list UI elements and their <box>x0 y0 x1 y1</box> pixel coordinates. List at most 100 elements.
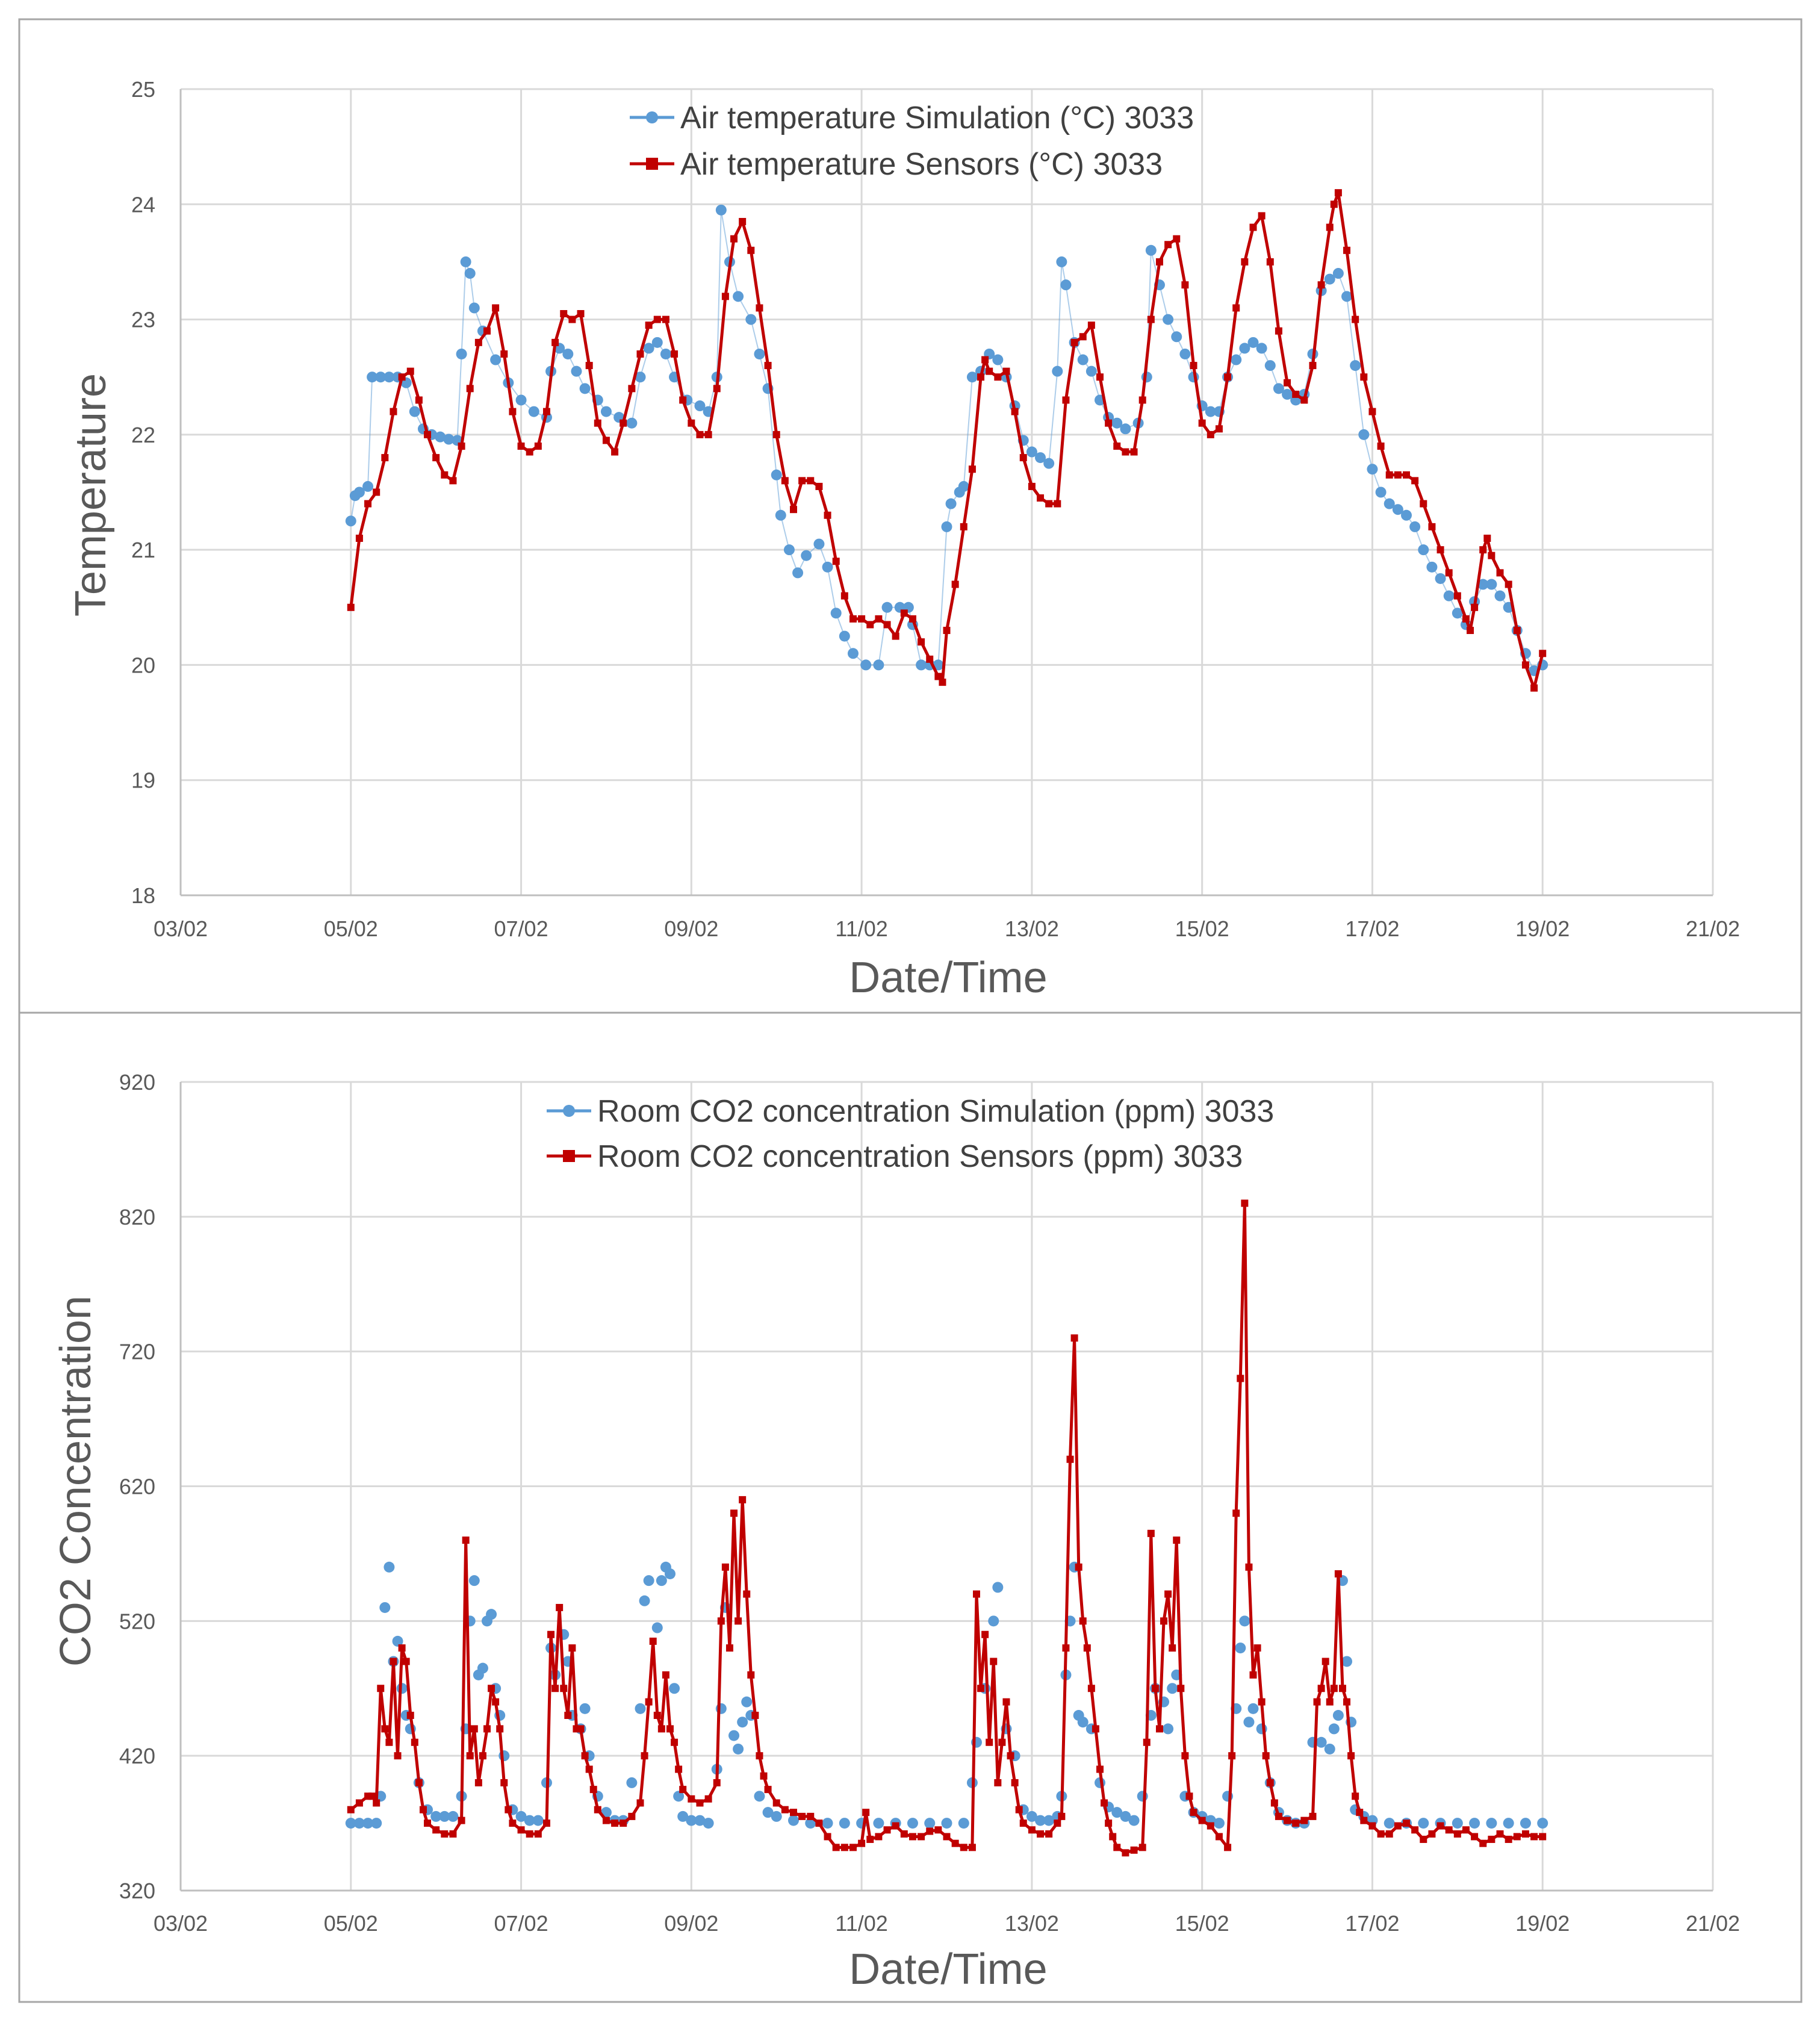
co2-data-point <box>1235 1642 1246 1654</box>
temperature-data-point <box>542 408 550 415</box>
co2-data-point <box>941 1818 952 1829</box>
co2-data-point <box>790 1809 797 1816</box>
temperature-data-point <box>1232 304 1240 312</box>
co2-data-point <box>534 1830 542 1838</box>
temperature-data-point <box>1341 291 1353 302</box>
temperature-data-point <box>1054 500 1061 508</box>
co2-data-point <box>1207 1822 1214 1830</box>
co2-data-point <box>1111 1807 1123 1818</box>
temperature-x-tick-label: 17/02 <box>1345 916 1399 941</box>
temperature-data-point <box>771 469 782 480</box>
temperature-data-point <box>660 348 671 359</box>
temperature-data-point <box>775 509 786 521</box>
co2-data-point <box>960 1844 967 1851</box>
co2-data-point <box>585 1765 593 1773</box>
co2-x-tick-label: 21/02 <box>1686 1911 1740 1936</box>
temperature-chart-frame <box>18 18 1803 1014</box>
temperature-data-point <box>636 350 644 358</box>
co2-data-point <box>1215 1833 1223 1841</box>
temperature-data-point <box>679 396 687 404</box>
co2-data-point <box>1315 1736 1327 1748</box>
co2-data-point <box>1015 1806 1023 1813</box>
co2-x-axis-label: Date/Time <box>849 1945 1047 1994</box>
temperature-x-tick-label: 13/02 <box>1005 916 1059 941</box>
co2-data-point <box>686 1815 697 1826</box>
co2-data-point <box>1245 1563 1253 1571</box>
legend-co2-simulation-marker <box>563 1105 575 1117</box>
co2-data-point <box>406 1712 414 1720</box>
temperature-axes <box>179 89 1713 897</box>
temperature-data-point <box>1360 373 1368 381</box>
co2-data-point <box>1007 1752 1014 1760</box>
co2-x-tick-labels: 03/02 05/02 07/02 09/02 11/02 13/02 15/02 17/02… <box>154 1911 1740 1936</box>
temperature-legend: Air temperature Simulation (°C) 3033 Air… <box>630 101 1194 182</box>
co2-data-point <box>822 1818 833 1829</box>
temperature-data-point <box>1035 452 1046 464</box>
temperature-data-point <box>1443 590 1455 601</box>
temperature-data-point <box>424 430 432 438</box>
co2-data-point <box>694 1815 706 1826</box>
co2-data-point <box>1019 1820 1027 1827</box>
temperature-data-point <box>792 567 804 579</box>
co2-data-point <box>1054 1820 1061 1827</box>
co2-data-point <box>1035 1815 1046 1826</box>
co2-data-point <box>1356 1809 1364 1816</box>
co2-y-tick-label: 420 <box>119 1744 155 1768</box>
co2-data-point <box>1343 1698 1351 1706</box>
co2-data-point <box>924 1818 936 1829</box>
temperature-data-point <box>1521 661 1529 669</box>
temperature-data-point <box>1079 333 1087 341</box>
temperature-data-point <box>739 217 747 225</box>
temperature-data-point <box>1409 521 1421 532</box>
temperature-data-point <box>900 609 908 617</box>
co2-data-point <box>645 1698 653 1706</box>
temperature-data-point <box>918 638 925 646</box>
temperature-data-point <box>813 538 825 550</box>
co2-data-point <box>589 1786 597 1794</box>
co2-data-point <box>1486 1818 1497 1829</box>
temperature-data-point <box>1284 379 1291 387</box>
temperature-data-point <box>1477 579 1489 590</box>
co2-data-point <box>730 1509 738 1517</box>
legend-sensors-label: Air temperature Sensors (°C) 3033 <box>680 147 1163 182</box>
co2-x-tick-label: 13/02 <box>1005 1911 1059 1936</box>
temperature-data-point <box>1467 627 1474 635</box>
temperature-data-point <box>1002 367 1010 375</box>
temperature-data-point <box>783 544 795 556</box>
temperature-data-point <box>1471 603 1479 611</box>
temperature-y-tick-label: 25 <box>131 77 155 102</box>
co2-data-point <box>1075 1563 1082 1571</box>
co2-data-point <box>713 1779 721 1786</box>
co2-data-point <box>1128 1815 1140 1826</box>
temperature-data-point <box>772 430 780 438</box>
co2-data-point <box>579 1703 591 1714</box>
co2-data-point <box>1043 1815 1055 1826</box>
co2-data-point <box>1420 1835 1427 1843</box>
temperature-data-point <box>1401 509 1412 521</box>
co2-data-point <box>1058 1812 1066 1820</box>
co2-data-point <box>675 1765 683 1773</box>
temperature-data-point <box>384 371 395 383</box>
temperature-data-point <box>781 477 789 485</box>
co2-data-point <box>977 1685 985 1692</box>
co2-data-point <box>824 1833 831 1841</box>
temperature-data-point <box>483 327 491 335</box>
co2-data-point <box>1539 1833 1547 1841</box>
temperature-data-point <box>653 315 661 323</box>
temperature-data-point <box>474 338 482 346</box>
temperature-data-point <box>490 354 502 365</box>
co2-data-point <box>1185 1792 1193 1800</box>
co2-data-point <box>1224 1844 1232 1851</box>
temperature-data-point <box>798 477 806 485</box>
co2-data-point <box>990 1658 998 1665</box>
temperature-data-point <box>585 362 593 370</box>
co2-x-tick-label: 11/02 <box>835 1911 887 1936</box>
temperature-data-point <box>1479 546 1487 554</box>
co2-data-point <box>1143 1738 1151 1746</box>
temperature-data-point <box>373 488 380 496</box>
co2-data-point <box>628 1812 636 1820</box>
temperature-y-tick-label: 19 <box>131 768 155 793</box>
temperature-x-tick-labels: 03/02 05/02 07/02 09/02 11/02 13/02 15/02 17/02… <box>154 916 1740 941</box>
temperature-series <box>345 189 1548 692</box>
temperature-data-point <box>860 659 872 671</box>
